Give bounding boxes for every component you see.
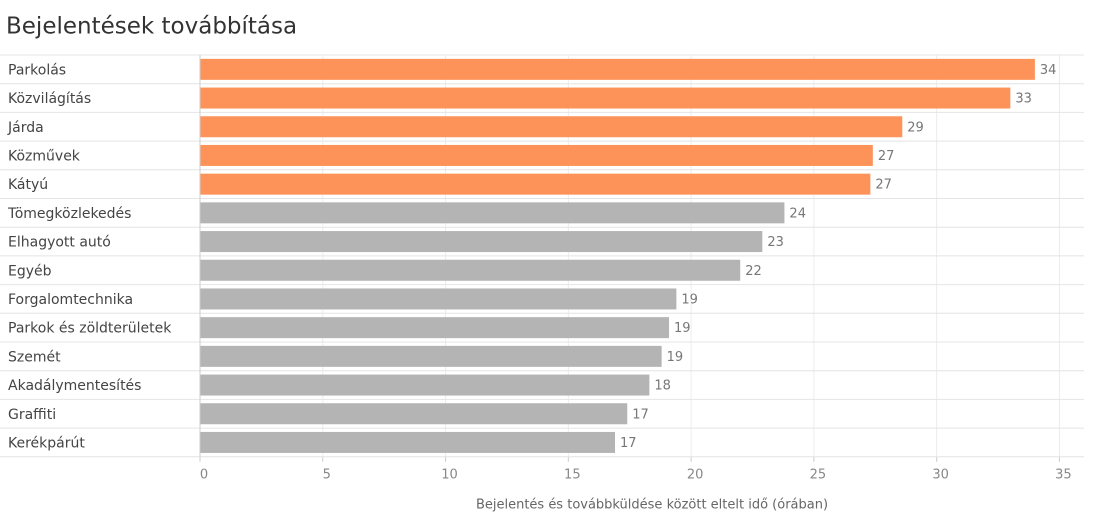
y-tick-label: Kerékpárút bbox=[8, 435, 85, 451]
y-tick-label: Graffiti bbox=[8, 407, 56, 423]
y-tick-label: Közvilágítás bbox=[8, 91, 91, 107]
y-tick-label: Járda bbox=[7, 120, 44, 136]
y-tick-label: Tömegközlekedés bbox=[7, 206, 131, 222]
value-label: 19 bbox=[681, 292, 698, 307]
value-label: 18 bbox=[654, 379, 671, 394]
bar bbox=[200, 403, 628, 425]
bar bbox=[200, 116, 903, 138]
x-tick-label: 5 bbox=[323, 467, 331, 482]
bar bbox=[200, 202, 785, 224]
value-label: 29 bbox=[907, 120, 924, 135]
bar bbox=[200, 259, 741, 281]
value-label: 22 bbox=[745, 264, 762, 279]
bar bbox=[200, 144, 873, 166]
x-tick-label: 0 bbox=[200, 467, 208, 482]
x-tick-label: 20 bbox=[687, 467, 704, 482]
x-tick-label: 35 bbox=[1055, 467, 1072, 482]
value-label: 17 bbox=[632, 407, 649, 422]
x-tick-label: 30 bbox=[932, 467, 949, 482]
y-tick-label: Parkolás bbox=[8, 62, 66, 78]
x-axis-label: Bejelentés és továbbküldése között eltel… bbox=[476, 498, 828, 513]
x-tick-label: 25 bbox=[810, 467, 827, 482]
y-tick-label: Egyéb bbox=[8, 263, 52, 279]
value-label: 27 bbox=[875, 178, 892, 193]
bar bbox=[200, 231, 763, 253]
bar bbox=[200, 288, 677, 310]
bar bbox=[200, 173, 871, 195]
value-label: 27 bbox=[878, 149, 895, 164]
y-tick-label: Akadálymentesítés bbox=[8, 378, 141, 394]
bar bbox=[200, 87, 1011, 109]
value-label: 34 bbox=[1040, 63, 1057, 78]
y-tick-label: Forgalomtechnika bbox=[8, 292, 133, 308]
y-tick-label: Elhagyott autó bbox=[8, 235, 111, 251]
value-label: 19 bbox=[674, 321, 691, 336]
x-tick-label: 10 bbox=[441, 467, 458, 482]
y-tick-label: Kátyú bbox=[8, 177, 48, 193]
bar bbox=[200, 58, 1035, 80]
bar bbox=[200, 317, 670, 339]
value-label: 19 bbox=[667, 350, 684, 365]
value-label: 33 bbox=[1015, 92, 1032, 107]
bar bbox=[200, 345, 662, 367]
chart-title: Bejelentések továbbítása bbox=[6, 14, 297, 40]
value-label: 24 bbox=[789, 206, 806, 221]
value-label: 17 bbox=[620, 436, 637, 451]
y-tick-label: Szemét bbox=[8, 349, 61, 365]
bar bbox=[200, 374, 650, 396]
y-tick-label: Közművek bbox=[8, 148, 81, 164]
y-tick-label: Parkok és zöldterületek bbox=[8, 321, 172, 337]
value-label: 23 bbox=[767, 235, 784, 250]
x-tick-label: 15 bbox=[564, 467, 581, 482]
bar bbox=[200, 431, 615, 453]
